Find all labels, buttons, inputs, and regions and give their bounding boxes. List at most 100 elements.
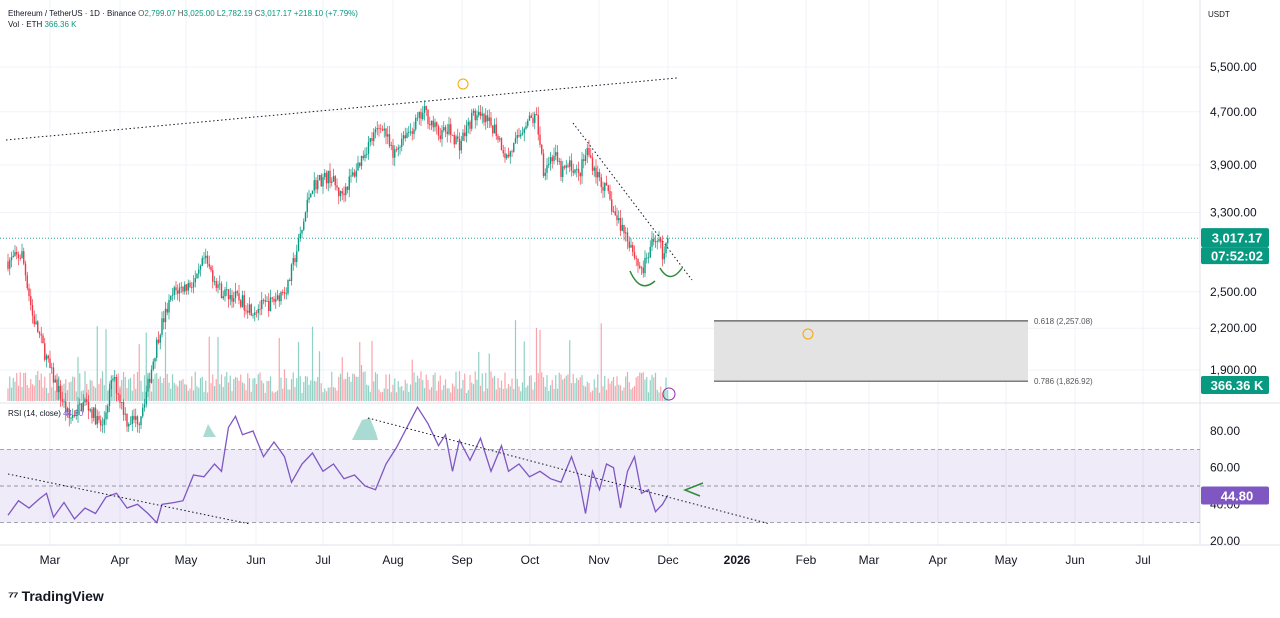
candle-body: [446, 131, 448, 135]
volume-bar: [96, 326, 98, 401]
candle-body: [623, 224, 625, 234]
volume-bar: [611, 380, 613, 401]
candlesticks: [7, 100, 669, 434]
candle-body: [227, 289, 230, 300]
volume-bar: [548, 391, 550, 401]
candle-body: [530, 115, 532, 118]
volume-bar: [47, 392, 49, 401]
volume-bar: [283, 369, 286, 401]
volume-bar: [507, 383, 510, 401]
volume-bar: [341, 357, 343, 401]
volume-bar: [569, 340, 571, 401]
candle-body: [353, 172, 356, 177]
candle-body: [152, 361, 154, 370]
candle-body: [157, 339, 160, 343]
volume-bar: [514, 320, 517, 401]
candle-body: [173, 287, 175, 295]
volume-bar: [570, 383, 573, 401]
volume-bar: [577, 380, 580, 401]
candle-body: [548, 163, 550, 166]
volume-bar: [427, 379, 429, 401]
volume-bar: [107, 390, 109, 401]
candle-body: [392, 145, 394, 158]
volume-bar: [317, 377, 319, 401]
volume-bar: [455, 371, 457, 401]
candle-body: [509, 151, 511, 157]
candle-body: [282, 292, 284, 293]
candle-body: [553, 155, 555, 162]
candle-body: [549, 157, 552, 164]
candle-body: [84, 399, 86, 403]
volume-bar: [182, 379, 184, 401]
candle-body: [495, 124, 497, 137]
symbol-legend: Ethereum / TetherUS · 1D · Binance O2,79…: [8, 9, 358, 18]
candle-body: [208, 263, 210, 267]
volume-bar: [597, 374, 599, 401]
candle-body: [198, 269, 200, 274]
volume-bar: [450, 392, 452, 401]
volume-bar: [66, 390, 69, 401]
volume-bar: [541, 372, 543, 401]
volume-bar: [26, 384, 28, 401]
volume-bar: [598, 392, 601, 401]
high-value: 3,025.00: [183, 9, 215, 18]
candle-body: [10, 257, 13, 261]
candle-body: [194, 278, 196, 283]
candle-body: [124, 413, 126, 415]
candle-body: [100, 420, 102, 426]
candle-body: [205, 255, 207, 258]
volume-bar: [614, 385, 616, 401]
volume-bar: [336, 390, 338, 401]
candle-body: [143, 404, 146, 408]
volume-bar: [324, 388, 326, 401]
candle-body: [180, 286, 182, 288]
candle-body: [532, 117, 534, 123]
volume-bar: [553, 388, 555, 401]
volume-bar: [299, 376, 301, 401]
volume-bar: [343, 379, 345, 401]
candle-body: [390, 145, 392, 147]
fib-label: 0.786 (1,826.92): [1034, 377, 1093, 386]
candle-body: [238, 293, 240, 301]
candle-body: [128, 424, 130, 427]
volume-bar: [612, 376, 615, 401]
volume-bar: [201, 376, 203, 401]
volume-bar: [374, 372, 377, 401]
volume-bar: [360, 364, 363, 401]
volume-bar: [402, 390, 405, 401]
candle-body: [222, 296, 224, 299]
volume-bar: [387, 388, 389, 401]
volume-bar: [416, 375, 419, 401]
currency-label[interactable]: USDT: [1208, 10, 1230, 19]
candle-body: [665, 243, 667, 254]
volume-bar: [654, 372, 657, 401]
volume-bar: [607, 378, 609, 401]
candle-body: [611, 199, 613, 212]
candle-body: [54, 379, 56, 383]
candle-body: [26, 275, 28, 289]
volume-bar: [395, 392, 398, 401]
candle-body: [472, 110, 475, 113]
candle-body: [588, 148, 590, 156]
candle-body: [481, 113, 483, 116]
candle-body: [240, 300, 242, 307]
volume-bar: [464, 373, 466, 401]
volume-bar: [366, 384, 368, 401]
volume-bar: [128, 379, 130, 401]
volume-title: Vol · ETH: [8, 20, 43, 29]
volume-bar: [73, 377, 76, 401]
candle-body: [247, 310, 249, 313]
candle-body: [70, 417, 72, 419]
candle-body: [574, 169, 576, 173]
volume-bar: [369, 391, 371, 401]
volume-bar: [205, 380, 207, 401]
volume-bar: [558, 372, 560, 401]
candle-body: [301, 229, 303, 234]
candle-body: [250, 304, 252, 316]
volume-bar: [329, 387, 331, 401]
candle-body: [630, 245, 632, 248]
volume-bar: [544, 386, 546, 401]
volume-bar: [192, 390, 195, 401]
volume-bar: [33, 385, 35, 401]
